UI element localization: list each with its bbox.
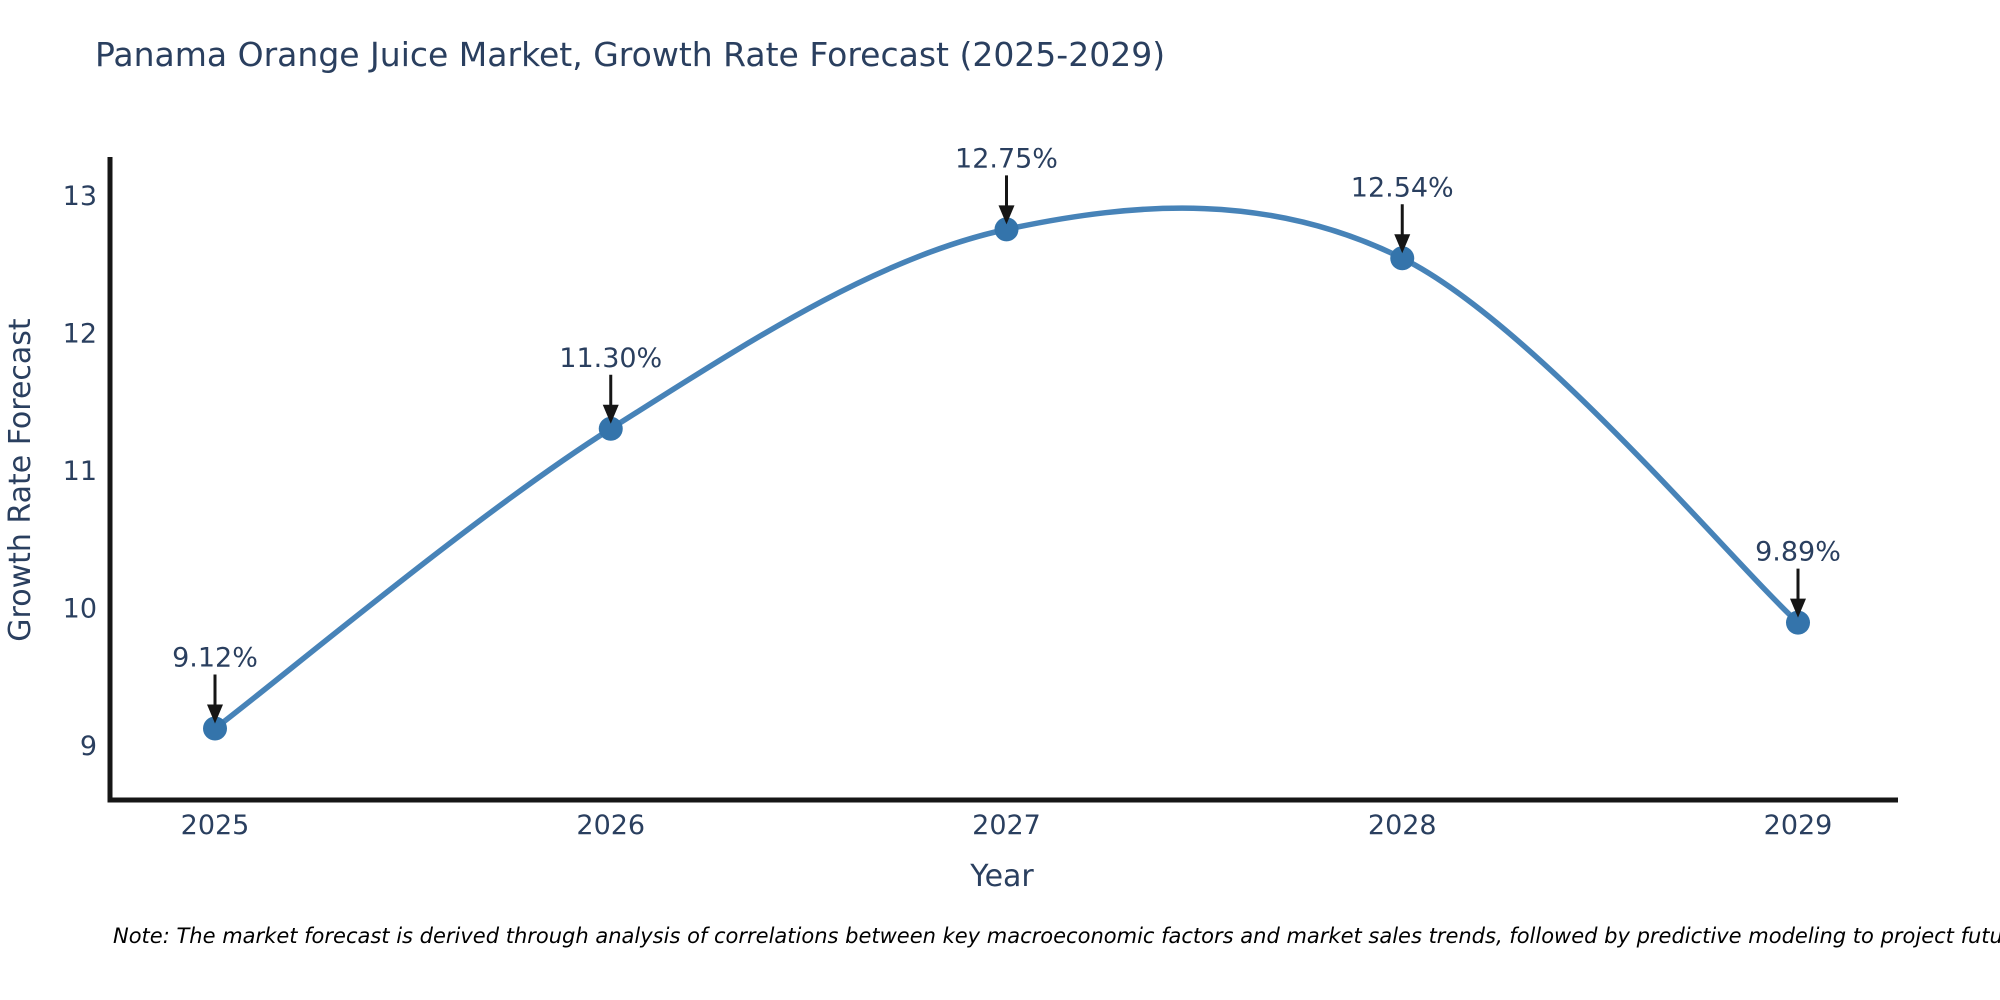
data-series [203, 205, 1810, 741]
x-tick-label: 2029 [1764, 810, 1833, 841]
annotation-arrowhead [1394, 234, 1411, 254]
axis-ticks: 9 10 11 12 13 2025 2026 2027 2028 2029 [63, 181, 1833, 841]
point-label: 11.30% [559, 343, 662, 374]
y-tick-label: 11 [63, 456, 97, 487]
y-tick-label: 10 [63, 594, 97, 625]
data-point-marker [1786, 610, 1810, 635]
data-point-marker [994, 217, 1019, 242]
point-label: 9.12% [172, 643, 258, 674]
annotation-arrowhead [998, 205, 1015, 225]
point-label: 12.54% [1351, 172, 1454, 203]
point-label: 12.75% [955, 143, 1058, 174]
y-tick-label: 12 [63, 319, 97, 350]
data-point-marker [598, 416, 623, 441]
footnote: Note: The market forecast is derived thr… [113, 924, 2000, 948]
point-annotations: 9.12% 11.30% 12.75% 12.54% 9.89% [172, 143, 1841, 724]
y-tick-label: 9 [80, 731, 97, 762]
data-point-marker [203, 716, 227, 741]
point-label: 9.89% [1755, 537, 1841, 568]
x-tick-label: 2027 [972, 810, 1041, 841]
y-tick-label: 13 [63, 181, 97, 212]
x-tick-label: 2028 [1368, 810, 1437, 841]
chart-title: Panama Orange Juice Market, Growth Rate … [95, 35, 1165, 74]
annotation-arrowhead [1790, 598, 1806, 618]
data-point-marker [1390, 246, 1415, 271]
y-axis-title: Growth Rate Forecast [3, 318, 38, 642]
x-axis-title: Year [969, 859, 1034, 894]
annotation-arrowhead [207, 704, 223, 724]
forecast-line [212, 205, 1801, 732]
x-tick-label: 2026 [576, 810, 645, 841]
annotation-arrowhead [602, 404, 619, 424]
x-tick-label: 2025 [181, 810, 250, 841]
